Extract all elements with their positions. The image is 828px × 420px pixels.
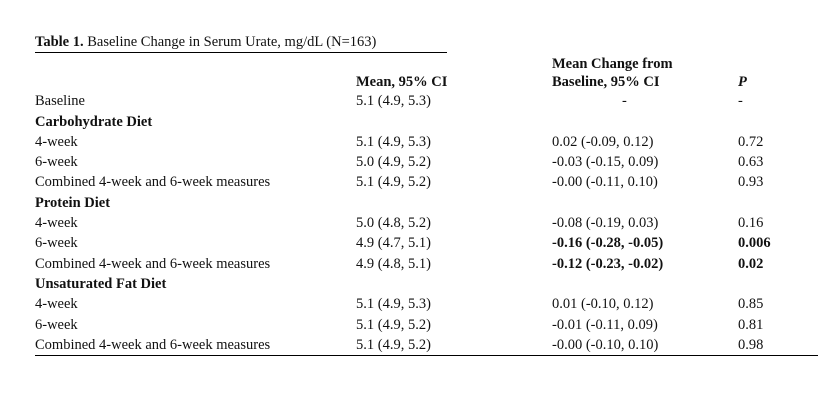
- cell-mean: 5.1 (4.9, 5.2): [356, 334, 552, 356]
- row-label: 6-week: [35, 235, 78, 252]
- cell-p: 0.81: [738, 316, 764, 333]
- table-row: Combined 4-week and 6-week measures 4.9 …: [35, 253, 818, 273]
- row-label: Baseline: [35, 93, 85, 110]
- row-label: 4-week: [35, 215, 78, 232]
- cell-mean: 5.1 (4.9, 5.2): [356, 316, 431, 333]
- table-row: Combined 4-week and 6-week measures 5.1 …: [35, 172, 818, 192]
- cell-change: -0.03 (-0.15, 0.09): [552, 154, 659, 171]
- cell-p: 0.63: [738, 154, 764, 171]
- cell-p: 0.006: [738, 235, 771, 252]
- cell-p: -: [738, 93, 743, 110]
- cell-p: 0.98: [738, 334, 818, 356]
- results-table: Mean, 95% CI Mean Change from Baseline, 9…: [35, 53, 818, 356]
- cell-p: 0.85: [738, 296, 764, 313]
- header-mean: Mean, 95% CI: [356, 74, 448, 90]
- table-row: 6-week 5.1 (4.9, 5.2) -0.01 (-0.11, 0.09…: [35, 314, 818, 334]
- document: Table 1. Baseline Change in Serum Urate,…: [35, 33, 818, 356]
- cell-p: 0.16: [738, 215, 764, 232]
- table-row: Combined 4-week and 6-week measures 5.1 …: [35, 334, 818, 356]
- section-header-row: Protein Diet: [35, 192, 818, 212]
- table-row: 6-week 4.9 (4.7, 5.1) -0.16 (-0.28, -0.0…: [35, 233, 818, 253]
- cell-p: 0.93: [738, 174, 764, 191]
- cell-mean: 5.0 (4.9, 5.2): [356, 154, 431, 171]
- cell-change: -0.12 (-0.23, -0.02): [552, 255, 664, 272]
- cell-change: -0.08 (-0.19, 0.03): [552, 215, 659, 232]
- cell-p: 0.02: [738, 255, 764, 272]
- header-change-line1: Mean Change from: [552, 56, 673, 72]
- row-label: Combined 4-week and 6-week measures: [35, 255, 271, 272]
- row-label: 6-week: [35, 154, 78, 171]
- header-change: Mean Change from Baseline, 95% CI: [552, 53, 738, 91]
- row-label: Combined 4-week and 6-week measures: [35, 334, 356, 356]
- row-label: 6-week: [35, 316, 78, 333]
- cell-p: 0.72: [738, 133, 764, 150]
- section-label: Protein Diet: [35, 194, 111, 211]
- cell-change: 0.01 (-0.10, 0.12): [552, 296, 654, 313]
- row-label: Combined 4-week and 6-week measures: [35, 174, 271, 191]
- cell-mean: 4.9 (4.8, 5.1): [356, 255, 431, 272]
- header-blank: [35, 53, 356, 91]
- cell-mean: 4.9 (4.7, 5.1): [356, 235, 431, 252]
- cell-change: -0.16 (-0.28, -0.05): [552, 235, 664, 252]
- table-caption: Table 1. Baseline Change in Serum Urate,…: [35, 33, 447, 53]
- row-label: 4-week: [35, 296, 78, 313]
- cell-change: -0.01 (-0.11, 0.09): [552, 316, 658, 333]
- cell-mean: 5.0 (4.8, 5.2): [356, 215, 431, 232]
- table-row: Baseline 5.1 (4.9, 5.3) - -: [35, 91, 818, 111]
- cell-change: -0.00 (-0.11, 0.10): [552, 174, 658, 191]
- table-row: 4-week 5.1 (4.9, 5.3) 0.01 (-0.10, 0.12)…: [35, 294, 818, 314]
- table-row: 6-week 5.0 (4.9, 5.2) -0.03 (-0.15, 0.09…: [35, 152, 818, 172]
- header-p: P: [738, 74, 747, 90]
- table-row: 4-week 5.1 (4.9, 5.3) 0.02 (-0.09, 0.12)…: [35, 132, 818, 152]
- section-label: Carbohydrate Diet: [35, 113, 153, 130]
- cell-mean: 5.1 (4.9, 5.3): [356, 93, 431, 110]
- cell-change: -: [622, 93, 627, 110]
- cell-mean: 5.1 (4.9, 5.2): [356, 174, 431, 191]
- section-label: Unsaturated Fat Diet: [35, 275, 167, 292]
- table-title: Baseline Change in Serum Urate, mg/dL (N…: [83, 34, 377, 50]
- section-header-row: Unsaturated Fat Diet: [35, 274, 818, 294]
- cell-mean: 5.1 (4.9, 5.3): [356, 296, 431, 313]
- cell-change: -0.00 (-0.10, 0.10): [552, 334, 738, 356]
- table-number: Table 1.: [35, 34, 84, 50]
- cell-mean: 5.1 (4.9, 5.3): [356, 133, 431, 150]
- table-row: 4-week 5.0 (4.8, 5.2) -0.08 (-0.19, 0.03…: [35, 213, 818, 233]
- section-header-row: Carbohydrate Diet: [35, 111, 818, 131]
- row-label: 4-week: [35, 133, 78, 150]
- header-change-line2: Baseline, 95% CI: [552, 74, 660, 90]
- header-row: Mean, 95% CI Mean Change from Baseline, 9…: [35, 53, 818, 91]
- cell-change: 0.02 (-0.09, 0.12): [552, 133, 654, 150]
